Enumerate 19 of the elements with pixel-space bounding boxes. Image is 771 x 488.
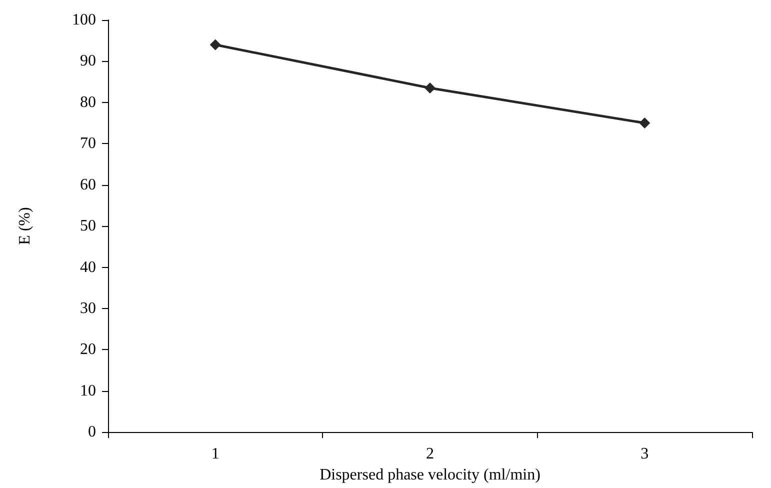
- y-tick-label: 50: [80, 218, 96, 235]
- x-tick-label: 2: [426, 446, 434, 463]
- y-tick-label: 10: [80, 382, 96, 400]
- point: [639, 118, 650, 129]
- point: [210, 39, 221, 50]
- y-tick-label: 0: [88, 424, 96, 441]
- y-tick-label: 90: [80, 52, 96, 70]
- y-tick-label: 40: [80, 258, 96, 276]
- y-tick-label: 70: [80, 135, 96, 152]
- x-axis-title: Dispersed phase velocity (ml/min): [320, 466, 540, 484]
- x-tick-label: 1: [211, 446, 220, 463]
- x-tick-label: 3: [640, 446, 649, 463]
- y-tick-label: 100: [72, 12, 96, 28]
- y-tick-label: 80: [80, 94, 96, 111]
- y-tick-label: 30: [80, 300, 96, 317]
- y-axis-title: E (%): [16, 207, 34, 245]
- y-tick-label: 20: [80, 341, 96, 358]
- point: [424, 82, 436, 94]
- y-tick-label: 60: [80, 176, 96, 194]
